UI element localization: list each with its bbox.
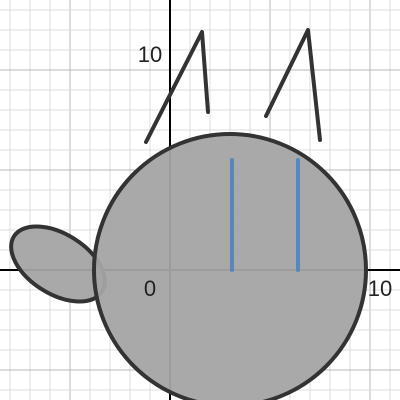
axis-tick-labels: 0 10 10 (138, 42, 392, 301)
left-ear (144, 30, 210, 144)
axis-tick-label: 10 (138, 42, 162, 67)
shapes (9, 28, 368, 400)
right-ear (264, 28, 322, 142)
axis-tick-label: 10 (368, 276, 392, 301)
axis-tick-label: 0 (144, 276, 156, 301)
